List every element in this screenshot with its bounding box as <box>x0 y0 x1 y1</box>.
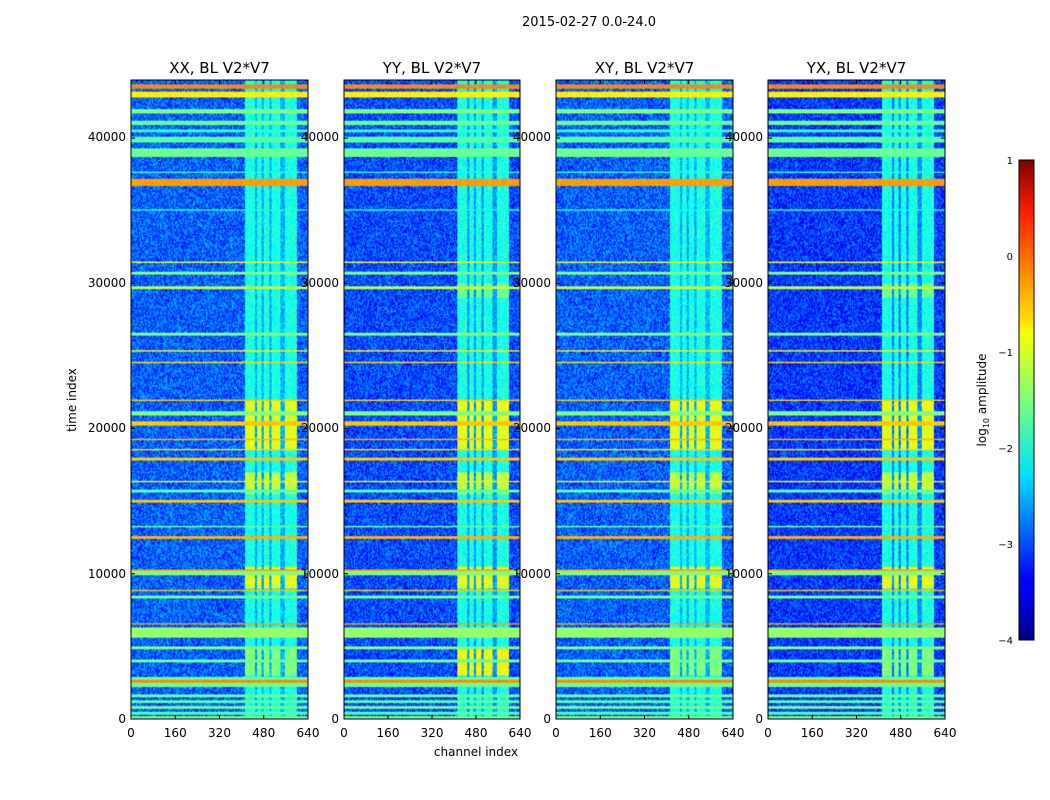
colorbar: 1 0 −1 −2 −3 −4 log10 amplitude <box>975 156 1035 647</box>
y-tick-label: 0 <box>331 712 339 726</box>
x-ticks-yy: 0 160 320 480 640 <box>340 726 531 740</box>
colorbar-label-log: log <box>975 428 989 446</box>
colorbar-tick-label: −1 <box>998 348 1013 359</box>
x-tick-label: 0 <box>552 726 560 740</box>
x-tick-label: 0 <box>340 726 348 740</box>
y-tick-label: 0 <box>543 712 551 726</box>
colorbar-label-sub: 10 <box>982 418 991 428</box>
x-tick-label: 160 <box>377 726 400 740</box>
heatmap-image-yx <box>768 80 945 719</box>
panel-xy: XY, BL V2*V7 0 160 320 480 640 0 10000 2… <box>513 59 745 740</box>
x-tick-label: 0 <box>764 726 772 740</box>
colorbar-label-rest: amplitude <box>975 354 989 418</box>
x-axis-label: channel index <box>434 745 518 759</box>
x-tick-label: 640 <box>297 726 320 740</box>
colorbar-label: log10 amplitude <box>975 354 991 447</box>
x-ticks-yx: 0 160 320 480 640 <box>764 726 956 740</box>
y-tick-label: 10000 <box>725 567 763 581</box>
y-tick-label: 30000 <box>301 276 339 290</box>
y-tick-label: 20000 <box>725 421 763 435</box>
x-tick-label: 480 <box>677 726 700 740</box>
x-tick-label: 160 <box>589 726 612 740</box>
tick-marks-yy <box>343 80 521 720</box>
y-tick-label: 20000 <box>513 421 551 435</box>
x-tick-label: 160 <box>801 726 824 740</box>
x-tick-label: 640 <box>509 726 532 740</box>
tick-marks-xx <box>130 80 309 720</box>
y-tick-label: 30000 <box>88 276 126 290</box>
colorbar-tick-label: −2 <box>998 444 1013 455</box>
y-ticks-xx: 0 10000 20000 30000 40000 <box>88 130 126 726</box>
x-tick-label: 320 <box>208 726 231 740</box>
panel-title-yy: YY, BL V2*V7 <box>382 59 481 77</box>
colorbar-tick-label: 1 <box>1007 156 1013 167</box>
tick-marks-yx <box>767 80 946 720</box>
y-ticks-yx: 0 10000 20000 30000 40000 <box>725 130 763 726</box>
panel-yx: YX, BL V2*V7 0 160 320 480 640 0 10000 2… <box>725 59 957 740</box>
y-axis-label: time index <box>65 368 79 432</box>
panel-title-xx: XX, BL V2*V7 <box>169 59 270 77</box>
heatmap-image-xy <box>556 80 733 719</box>
x-tick-label: 640 <box>934 726 957 740</box>
x-tick-label: 480 <box>465 726 488 740</box>
colorbar-gradient <box>1018 159 1035 641</box>
x-ticks-xy: 0 160 320 480 640 <box>552 726 744 740</box>
x-ticks-xx: 0 160 320 480 640 <box>127 726 319 740</box>
x-tick-label: 320 <box>845 726 868 740</box>
y-tick-label: 0 <box>755 712 763 726</box>
y-tick-label: 10000 <box>88 567 126 581</box>
y-tick-label: 10000 <box>301 567 339 581</box>
y-tick-label: 40000 <box>513 130 551 144</box>
heatmap-image-yy <box>344 80 520 719</box>
heatmap-image-xx <box>131 80 308 719</box>
y-tick-label: 40000 <box>301 130 339 144</box>
y-tick-label: 20000 <box>301 421 339 435</box>
x-tick-label: 320 <box>421 726 444 740</box>
tick-marks-xy <box>555 80 734 720</box>
panel-xx: XX, BL V2*V7 0 160 320 480 640 0 10000 2… <box>88 59 320 740</box>
panel-yy: YY, BL V2*V7 0 160 320 480 640 0 10000 2… <box>301 59 532 740</box>
x-tick-label: 320 <box>633 726 656 740</box>
panel-title-yx: YX, BL V2*V7 <box>806 59 907 77</box>
y-ticks-yy: 0 10000 20000 30000 40000 <box>301 130 339 726</box>
figure-suptitle: 2015-02-27 0.0-24.0 <box>522 15 656 30</box>
colorbar-tick-label: 0 <box>1007 252 1013 263</box>
colorbar-tick-label: −4 <box>998 636 1013 647</box>
y-ticks-xy: 0 10000 20000 30000 40000 <box>513 130 551 726</box>
y-tick-label: 30000 <box>513 276 551 290</box>
x-tick-label: 480 <box>889 726 912 740</box>
panel-title-xy: XY, BL V2*V7 <box>595 59 695 77</box>
x-tick-label: 160 <box>164 726 187 740</box>
x-tick-label: 480 <box>252 726 275 740</box>
y-tick-label: 10000 <box>513 567 551 581</box>
y-tick-label: 30000 <box>725 276 763 290</box>
colorbar-tick-label: −3 <box>998 540 1013 551</box>
y-tick-label: 20000 <box>88 421 126 435</box>
x-tick-label: 0 <box>127 726 135 740</box>
y-tick-label: 0 <box>118 712 126 726</box>
y-tick-label: 40000 <box>725 130 763 144</box>
y-tick-label: 40000 <box>88 130 126 144</box>
x-tick-label: 640 <box>722 726 745 740</box>
